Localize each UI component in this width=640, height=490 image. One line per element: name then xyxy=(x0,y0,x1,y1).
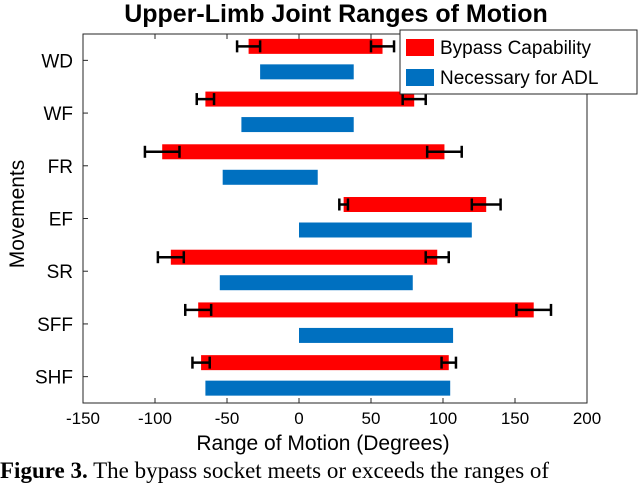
bypass-bar xyxy=(248,38,383,54)
x-tick-label: -50 xyxy=(215,409,240,428)
x-tick-label: -150 xyxy=(66,409,100,428)
legend-swatch xyxy=(406,69,434,86)
category-label: EF xyxy=(49,210,73,231)
category-label: SR xyxy=(47,262,73,283)
adl-bar xyxy=(299,222,472,238)
category-label: FR xyxy=(48,157,73,178)
category-label: SFF xyxy=(37,315,73,336)
caption-text: The bypass socket meets or exceeds the r… xyxy=(87,458,550,483)
adl-bar xyxy=(222,169,318,185)
bypass-bar xyxy=(162,144,445,160)
bypass-bar xyxy=(170,249,438,265)
bypass-bar xyxy=(201,355,449,371)
x-tick-label: 50 xyxy=(362,409,381,428)
bypass-bar xyxy=(198,302,534,318)
adl-bar xyxy=(219,275,413,291)
legend-swatch xyxy=(406,39,434,56)
x-axis-label: Range of Motion (Degrees) xyxy=(196,432,449,455)
figure-caption: Figure 3. The bypass socket meets or exc… xyxy=(0,458,640,490)
x-tick-label: -100 xyxy=(138,409,172,428)
x-tick-label: 200 xyxy=(573,409,601,428)
x-tick-label: 150 xyxy=(501,409,529,428)
category-label: SHF xyxy=(35,368,73,389)
adl-bar xyxy=(205,380,451,396)
bypass-bar xyxy=(205,91,415,107)
adl-bar xyxy=(241,117,354,133)
legend: Bypass Capability Necessary for ADL xyxy=(399,29,638,95)
category-label: WF xyxy=(43,104,73,125)
category-label: WD xyxy=(41,51,73,72)
x-tick-label: 0 xyxy=(294,409,303,428)
adl-bar xyxy=(299,327,454,343)
legend-label: Necessary for ADL xyxy=(440,68,598,89)
x-tick-label: 100 xyxy=(429,409,457,428)
chart-title: Upper-Limb Joint Ranges of Motion xyxy=(124,0,548,28)
plot-area: -150 -100 -50 0 50 100 150 200 WD WF FR EF SR SFF SHF xyxy=(35,33,601,428)
range-of-motion-chart: Upper-Limb Joint Ranges of Motion Moveme… xyxy=(6,0,638,455)
adl-bar xyxy=(260,64,354,80)
legend-label: Bypass Capability xyxy=(440,38,592,59)
y-axis-label: Movements xyxy=(6,160,29,269)
bypass-bar xyxy=(343,197,487,212)
caption-label: Figure 3. xyxy=(0,458,88,483)
legend-box xyxy=(399,29,638,95)
